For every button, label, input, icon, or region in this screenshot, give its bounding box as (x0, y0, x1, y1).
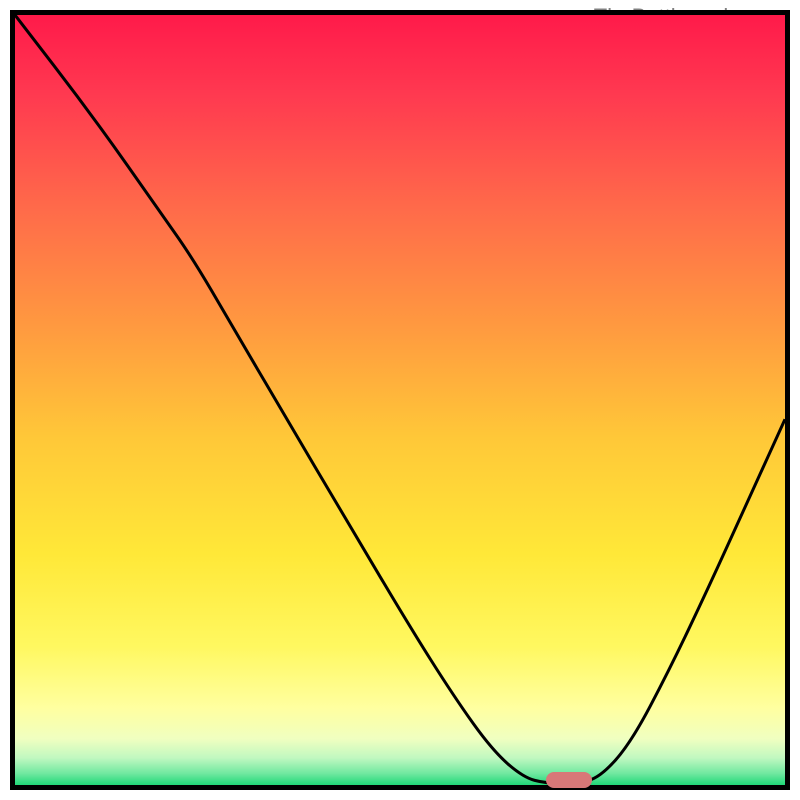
optimal-point-marker (546, 772, 592, 788)
chart-curve (15, 15, 785, 785)
chart-frame (10, 10, 790, 790)
